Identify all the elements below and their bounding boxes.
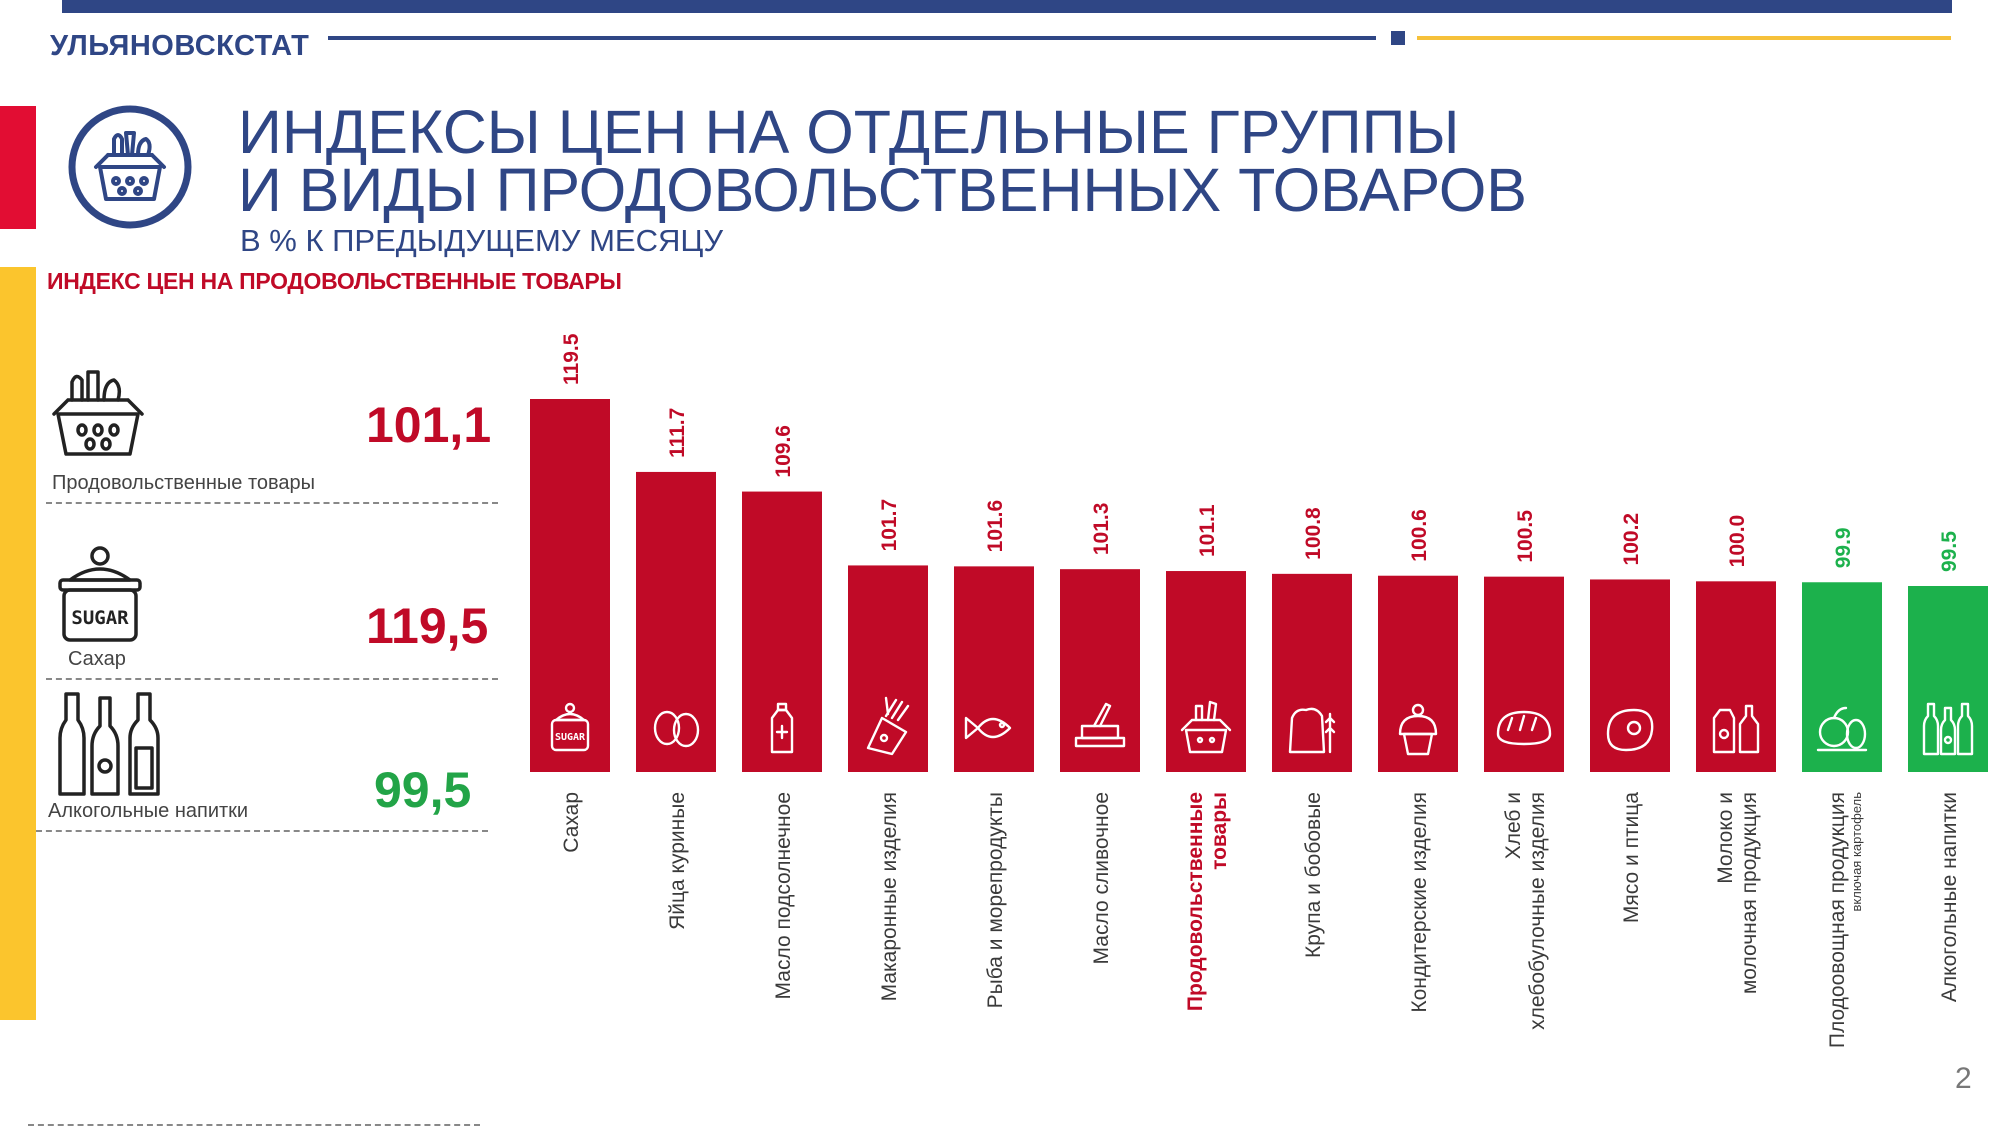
cupcake-icon: [1398, 703, 1438, 756]
bar-10: [1484, 576, 1564, 772]
category-label-хлеб-и-хлебобулочные-изделия: Хлеб ихлебобулочные изделия: [1502, 792, 1549, 1030]
section-heading: ИНДЕКС ЦЕН НА ПРОДОВОЛЬСТВЕННЫЕ ТОВАРЫ: [47, 268, 622, 294]
category-label-масло-сливочное: Масло сливочное: [1090, 792, 1113, 964]
dairy-icon: [1712, 704, 1760, 754]
divider: [46, 678, 498, 680]
pasta-icon: [866, 696, 910, 756]
bar-2: [636, 471, 716, 772]
organization-name: УЛЬЯНОВСКСТАТ: [50, 30, 310, 62]
category-label-яйца-куриные: Яйца куриные: [666, 792, 689, 930]
bread-icon: [1496, 710, 1552, 746]
bar-7: [1166, 571, 1246, 772]
value-label: 101.3: [1090, 503, 1113, 556]
butter-icon: [1074, 702, 1126, 748]
red-side-stripe: [0, 106, 36, 229]
category-label-крупа-и-бобовые: Крупа и бобовые: [1302, 792, 1325, 958]
value-label: 119.5: [560, 333, 583, 385]
bar-4: [848, 565, 928, 772]
value-label: 100.8: [1302, 507, 1325, 560]
bar-6: [1060, 569, 1140, 772]
category-label-масло-подсолнечное: Масло подсолнечное: [772, 792, 795, 999]
category-label-продовольственные-товары: Продовольственныетовары: [1184, 792, 1231, 1011]
bar-1: [530, 399, 610, 772]
category-label-плодоовощная-продукция: Плодоовощная продукциявключая картофель: [1826, 792, 1864, 1048]
meat-icon: [1606, 708, 1654, 752]
value-label: 100.5: [1514, 510, 1537, 563]
value-label: 100.6: [1408, 509, 1431, 562]
category-label-мясо-и-птица: Мясо и птица: [1620, 792, 1643, 923]
yellow-side-stripe: [0, 267, 36, 1020]
value-label: 99.9: [1832, 527, 1855, 568]
page-number: 2: [1955, 1062, 1972, 1095]
svg-text:SUGAR: SUGAR: [555, 732, 586, 743]
value-label: 101.6: [984, 500, 1007, 553]
value-label: 101.7: [878, 499, 901, 552]
summary-value-food: 101,1: [366, 397, 492, 453]
fish-icon: [964, 716, 1012, 740]
grocery-basket-icon: [52, 370, 144, 456]
summary-value-sugar: 119,5: [366, 598, 489, 654]
grocery-basket-icon: [68, 105, 192, 229]
grocery-basket-icon: [1180, 700, 1232, 754]
value-label: 100.0: [1726, 515, 1749, 568]
value-label: 109.6: [772, 425, 795, 478]
bar-14: [1908, 586, 1988, 772]
category-label-алкогольные-напитки: Алкогольные напитки: [1938, 792, 1961, 1002]
value-label: 100.2: [1620, 513, 1643, 566]
sugar-jar-icon: SUGAR: [58, 546, 142, 642]
svg-text:SUGAR: SUGAR: [71, 607, 129, 629]
category-label-рыба-и-морепродукты: Рыба и морепродукты: [984, 792, 1007, 1008]
page-title-line-1: ИНДЕКСЫ ЦЕН НА ОТДЕЛЬНЫЕ ГРУППЫ: [238, 98, 1460, 166]
value-label: 99.5: [1938, 531, 1961, 572]
summary-panel: Продовольственные товары 101,1 SUGAR Сах…: [0, 0, 520, 1126]
category-label-кондитерские-изделия: Кондитерские изделия: [1408, 792, 1431, 1013]
top-accent-bar: [62, 0, 1952, 13]
summary-label-sugar: Сахар: [68, 648, 126, 670]
bar-9: [1378, 575, 1458, 772]
header-line-yellow: [1417, 36, 1951, 40]
eggs-icon: [653, 710, 700, 748]
grain-sack-icon: [1288, 707, 1336, 754]
divider: [36, 830, 488, 832]
header-line-blue: [328, 36, 1376, 40]
summary-value-alcohol: 99,5: [374, 762, 472, 818]
bar-5: [954, 566, 1034, 772]
fruit-vegetables-icon: [1816, 706, 1868, 752]
value-label: 101.1: [1196, 504, 1219, 557]
page-title-line-2: И ВИДЫ ПРОДОВОЛЬСТВЕННЫХ ТОВАРОВ: [238, 156, 1527, 224]
divider: [46, 502, 498, 504]
summary-label-alcohol: Алкогольные напитки: [48, 800, 249, 822]
bottles-icon: [58, 692, 160, 796]
value-label: 111.7: [666, 408, 689, 458]
bar-13: [1802, 582, 1882, 772]
bottles-icon: [1922, 702, 1974, 756]
category-label-молоко-и-молочная-продукция: Молоко имолочная продукция: [1714, 792, 1761, 994]
sugar-jar-icon: SUGAR: [550, 702, 590, 752]
page-subtitle: В % К ПРЕДЫДУЩЕМУ МЕСЯЦУ: [240, 223, 724, 258]
bar-8: [1272, 573, 1352, 772]
header-square: [1391, 31, 1405, 45]
bar-11: [1590, 579, 1670, 772]
category-label-сахар: Сахар: [560, 792, 583, 853]
category-label-макаронные-изделия: Макаронные изделия: [878, 792, 901, 1001]
bar-12: [1696, 581, 1776, 772]
summary-label-food: Продовольственные товары: [52, 472, 316, 494]
oil-bottle-icon: [770, 702, 794, 754]
